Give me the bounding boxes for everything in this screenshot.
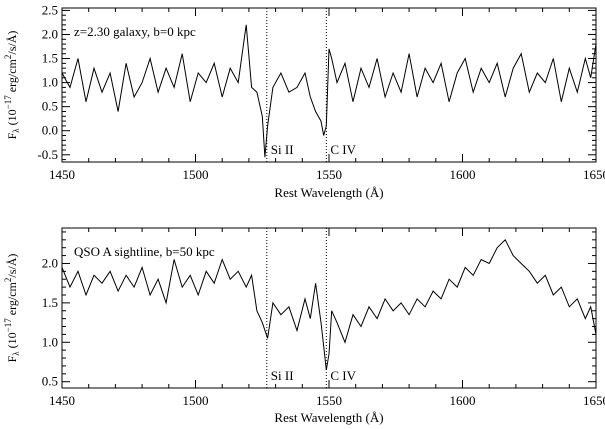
y-tick-label: -0.5	[37, 147, 58, 162]
y-label-part: /s/Å)	[5, 31, 19, 55]
y-label-part: −17	[3, 95, 13, 110]
panel-annotation: QSO A sightline, b=50 kpc	[74, 244, 215, 259]
spectrum-line	[61, 238, 597, 370]
y-tick-label: 0.5	[42, 374, 58, 389]
y-tick-label: 1.0	[42, 334, 58, 349]
y-tick-label: 2.5	[42, 2, 58, 17]
y-label-part: (10	[5, 109, 19, 128]
y-axis-label: Fλ (10−17 erg/cm2/s/Å)	[3, 254, 21, 363]
x-tick-label: 1600	[450, 393, 476, 408]
y-tick-label: 2.0	[42, 26, 58, 41]
y-label-part: λ	[11, 128, 21, 133]
x-axis-label: Rest Wavelength (Å)	[274, 185, 383, 200]
x-tick-label: 1550	[316, 167, 342, 182]
y-tick-label: 1.5	[42, 51, 58, 66]
line-marker-label: C IV	[330, 368, 356, 383]
x-tick-label: 1500	[183, 393, 209, 408]
y-tick-label: 2.0	[42, 255, 58, 270]
y-label-part: F	[5, 355, 19, 362]
line-marker-label: Si II	[271, 142, 294, 157]
line-markers: Si II C IV	[266, 228, 357, 388]
x-tick-label: 1500	[183, 167, 209, 182]
y-tick-label: 1.5	[42, 295, 58, 310]
y-axis-label: Fλ (10−17 erg/cm2/s/Å)	[3, 31, 21, 140]
y-tick-label: 0.0	[42, 123, 58, 138]
y-label-part: 2	[3, 55, 13, 60]
line-markers: Si II C IV	[266, 8, 357, 162]
y-label-part: F	[5, 132, 19, 139]
x-tick-label: 1450	[49, 167, 75, 182]
y-tick-label: 0.5	[42, 99, 58, 114]
panel-annotation: z=2.30 galaxy, b=0 kpc	[74, 24, 196, 39]
y-label-part: erg/cm	[5, 58, 19, 95]
y-label-part: −17	[3, 318, 13, 333]
x-tick-label: 1550	[316, 393, 342, 408]
spectrum-line	[61, 24, 597, 158]
y-label-part: 2	[3, 278, 13, 283]
x-tick-label: 1600	[450, 167, 476, 182]
x-axis-label: Rest Wavelength (Å)	[274, 410, 383, 425]
y-label-part: (10	[5, 332, 19, 351]
y-tick-label: 1.0	[42, 75, 58, 90]
y-label-part: /s/Å)	[5, 254, 19, 278]
x-tick-label: 1450	[49, 393, 75, 408]
y-label-part: erg/cm	[5, 281, 19, 318]
line-marker-label: Si II	[271, 368, 294, 383]
line-marker-label: C IV	[330, 142, 356, 157]
y-label-part: λ	[11, 351, 21, 356]
